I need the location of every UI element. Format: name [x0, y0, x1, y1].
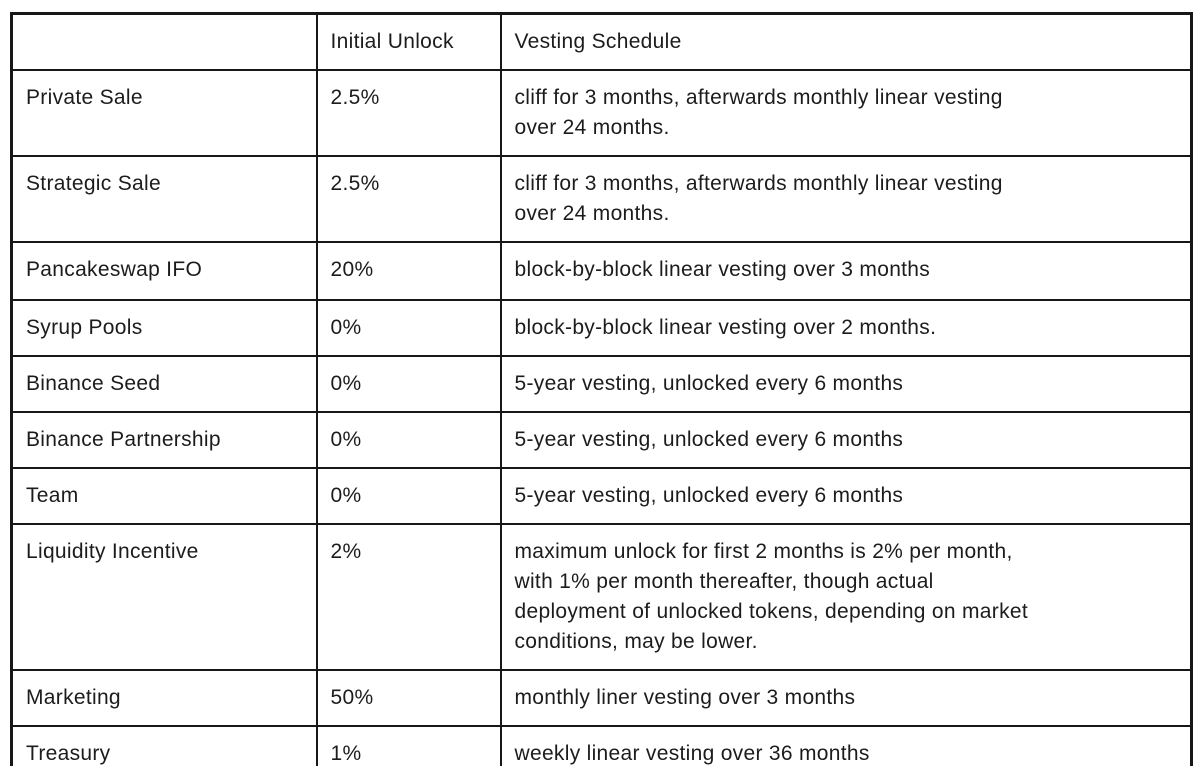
table-row: Liquidity Incentive 2% maximum unlock for … [10, 523, 1193, 671]
cell-category: Private Sale [10, 69, 318, 157]
cell-vesting-schedule: weekly linear vesting over 36 months [499, 725, 1193, 766]
cell-vesting-schedule: cliff for 3 months, afterwards monthly l… [499, 69, 1193, 157]
cell-initial-unlock: 0% [315, 299, 502, 357]
cell-initial-unlock: 20% [315, 241, 502, 301]
table-row: Team 0% 5-year vesting, unlocked every 6 m… [10, 467, 1193, 525]
header-category [10, 12, 318, 71]
table-row: Strategic Sale 2.5% cliff for 3 months, af… [10, 155, 1193, 243]
cell-vesting-schedule: monthly liner vesting over 3 months [499, 669, 1193, 727]
cell-vesting-schedule: 5-year vesting, unlocked every 6 months [499, 355, 1193, 413]
table-row: Binance Partnership 0% 5-year vesting, unl… [10, 411, 1193, 469]
table-row: Marketing 50% monthly liner vesting over 3… [10, 669, 1193, 727]
table-row: Treasury 1% weekly linear vesting over 36 … [10, 725, 1193, 766]
cell-initial-unlock: 0% [315, 355, 502, 413]
table-row: Private Sale 2.5% cliff for 3 months, afte… [10, 69, 1193, 157]
cell-category: Treasury [10, 725, 318, 766]
table-row: Syrup Pools 0% block-by-block linear vesti… [10, 299, 1193, 357]
cell-vesting-schedule: block-by-block linear vesting over 3 mon… [499, 241, 1193, 301]
table-row: Binance Seed 0% 5-year vesting, unlocked e… [10, 355, 1193, 413]
cell-vesting-schedule: 5-year vesting, unlocked every 6 months [499, 467, 1193, 525]
header-vesting-schedule: Vesting Schedule [499, 12, 1193, 71]
cell-initial-unlock: 2.5% [315, 155, 502, 243]
cell-category: Marketing [10, 669, 318, 727]
header-row: Initial Unlock Vesting Schedule [10, 12, 1193, 71]
cell-initial-unlock: 0% [315, 411, 502, 469]
cell-category: Binance Partnership [10, 411, 318, 469]
table-row: Pancakeswap IFO 20% block-by-block linear … [10, 241, 1193, 301]
cell-initial-unlock: 1% [315, 725, 502, 766]
cell-vesting-schedule: block-by-block linear vesting over 2 mon… [499, 299, 1193, 357]
header-initial-unlock: Initial Unlock [315, 12, 502, 71]
cell-vesting-schedule: 5-year vesting, unlocked every 6 months [499, 411, 1193, 469]
cell-initial-unlock: 2% [315, 523, 502, 671]
cell-vesting-schedule: cliff for 3 months, afterwards monthly l… [499, 155, 1193, 243]
cell-category: Syrup Pools [10, 299, 318, 357]
cell-category: Pancakeswap IFO [10, 241, 318, 301]
vesting-table-body: Private Sale 2.5% cliff for 3 months, afte… [10, 69, 1193, 766]
cell-category: Binance Seed [10, 355, 318, 413]
vesting-table: Initial Unlock Vesting Schedule Private … [10, 12, 1193, 766]
cell-vesting-schedule: maximum unlock for first 2 months is 2% … [499, 523, 1193, 671]
cell-category: Team [10, 467, 318, 525]
cell-category: Liquidity Incentive [10, 523, 318, 671]
cell-initial-unlock: 50% [315, 669, 502, 727]
cell-initial-unlock: 2.5% [315, 69, 502, 157]
cell-initial-unlock: 0% [315, 467, 502, 525]
cell-category: Strategic Sale [10, 155, 318, 243]
